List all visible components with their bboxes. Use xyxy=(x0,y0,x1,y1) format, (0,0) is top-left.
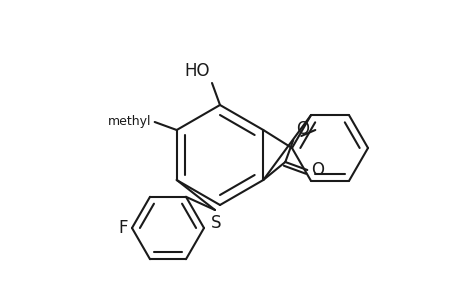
Text: methyl: methyl xyxy=(108,116,151,128)
Text: S: S xyxy=(210,214,221,232)
Text: F: F xyxy=(118,219,128,237)
Text: O: O xyxy=(311,161,324,179)
Text: HO: HO xyxy=(184,62,210,80)
Text: O: O xyxy=(296,120,308,138)
